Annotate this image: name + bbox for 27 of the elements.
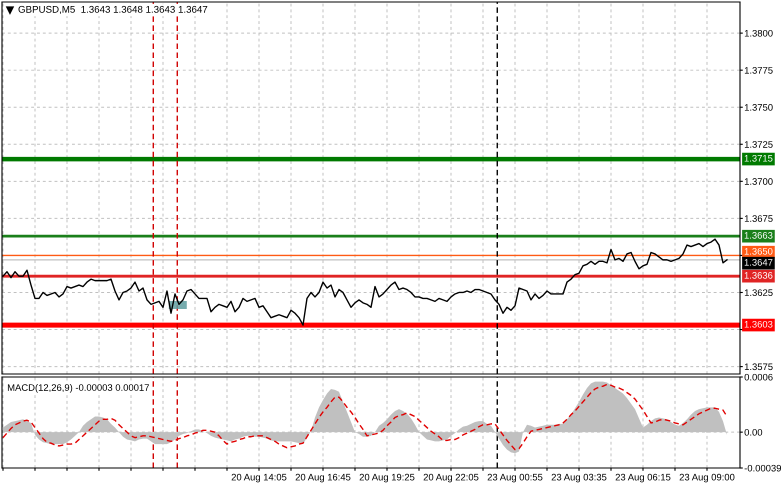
- y-tick-label: -0.00039: [744, 464, 781, 472]
- x-tick-label: 23 Aug 03:35: [552, 474, 606, 482]
- x-tick-label: 20 Aug 19:25: [360, 474, 414, 482]
- text: MACD(12,26,9) -0.00003 0.00017: [8, 384, 149, 393]
- x-tick-label: 20 Aug 14:05: [232, 474, 286, 482]
- y-tick-label: 1.3750: [744, 104, 773, 111]
- x-tick-label: 20 Aug 22:05: [424, 474, 478, 482]
- x-tick-label: 23 Aug 06:15: [616, 474, 670, 482]
- y-tick-label: 1.3725: [744, 141, 773, 148]
- ref-line-label: 1.3715: [744, 154, 772, 162]
- y-tick-label: 1.3675: [744, 215, 773, 222]
- chart-title: GBPUSD,M5 1.3643 1.3648 1.3643 1.3647: [18, 6, 208, 14]
- y-tick-label: 1.3775: [744, 67, 773, 74]
- x-tick-label: 23 Aug 00:55: [488, 474, 542, 482]
- ref-line-label: 1.3603: [744, 320, 772, 328]
- ref-line-label: 1.3647: [744, 259, 772, 266]
- y-tick-label: 0.00: [744, 428, 762, 436]
- x-tick-label: 20 Aug 16:45: [296, 474, 350, 482]
- y-tick-label: 1.3625: [744, 289, 773, 296]
- x-tick-label: 23 Aug 09:00: [680, 474, 734, 482]
- y-tick-label: 0.0006: [744, 374, 773, 381]
- ref-line-label: 1.3663: [744, 232, 772, 239]
- y-tick-label: 1.3800: [744, 30, 773, 37]
- y-tick-label: 1.3575: [744, 363, 773, 370]
- ref-line-label: 1.3636: [744, 272, 772, 279]
- y-tick-label: 1.3700: [744, 178, 773, 185]
- ref-line-label: 1.3650: [744, 248, 773, 255]
